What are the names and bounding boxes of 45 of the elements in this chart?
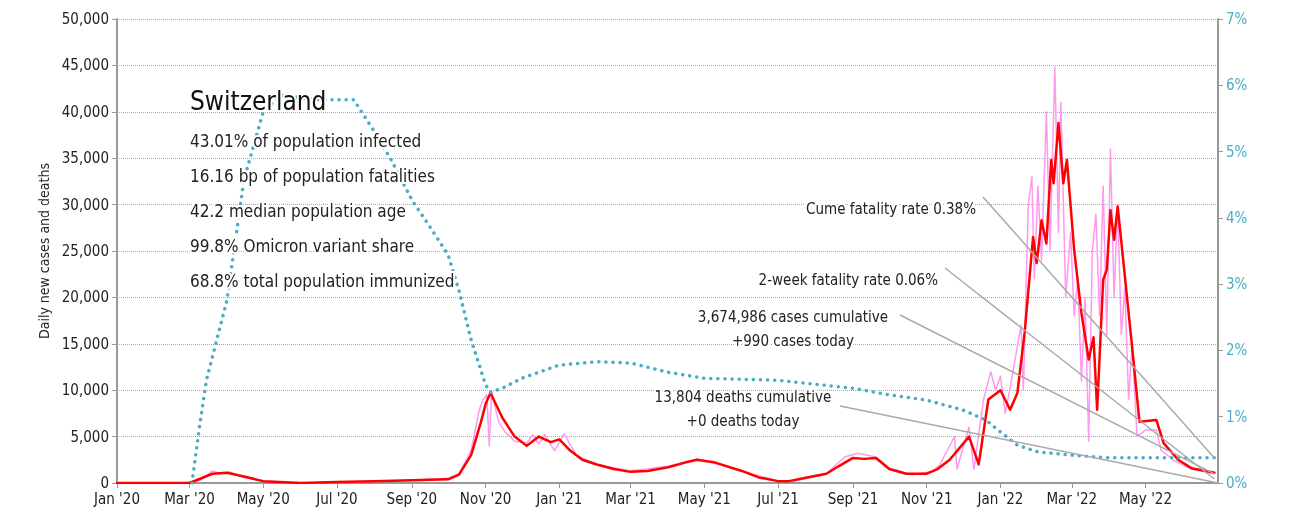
y-tick-label: 0 xyxy=(100,474,109,492)
annotation: 3,674,986 cases cumulative +990 cases today xyxy=(697,308,889,350)
annotation: 43.01% of population infected xyxy=(190,130,422,151)
y-tick-label: 35,000 xyxy=(61,149,109,168)
y2-tick-label: 1% xyxy=(1226,407,1248,426)
x-tick-label: Sep '20 xyxy=(386,489,438,508)
y2-tick-label: 5% xyxy=(1226,142,1248,161)
y-tick-label: 5,000 xyxy=(70,427,109,446)
x-tick-label: Jul '21 xyxy=(756,489,799,508)
text: Switzerland xyxy=(190,86,327,116)
annotation: 16.16 bp of population fatalities xyxy=(190,165,436,186)
x-tick-label: Jan '20 xyxy=(93,489,140,508)
x-tick-label: Jan '21 xyxy=(535,489,583,508)
annotation: 99.8% Omicron variant share xyxy=(190,235,415,256)
y2-tick-label: 4% xyxy=(1226,208,1248,227)
annotation: 2-week fatality rate 0.06% xyxy=(758,271,939,289)
x-tick-label: Sep '21 xyxy=(827,489,879,508)
y-tick-label: 10,000 xyxy=(61,381,109,400)
x-tick-label: Mar '20 xyxy=(164,489,215,508)
x-tick-label: Mar '21 xyxy=(605,489,656,508)
x-tick-label: Jan '22 xyxy=(976,489,1024,508)
annotation: 68.8% total population immunized xyxy=(190,270,455,291)
x-tick-label: May '21 xyxy=(677,489,731,508)
y2-tick-label: 3% xyxy=(1226,275,1248,294)
x-tick-label: May '22 xyxy=(1118,489,1173,508)
y2-tick-label: 6% xyxy=(1226,76,1248,95)
y-tick-label: 45,000 xyxy=(61,56,109,75)
y-tick-label: 25,000 xyxy=(61,242,109,260)
y2-tick-label: 7% xyxy=(1226,10,1248,28)
annotation: 42.2 median population age xyxy=(190,200,406,221)
y-tick-label: 20,000 xyxy=(61,288,109,307)
y2-tick-label: 2% xyxy=(1226,341,1248,360)
annotation: Cume fatality rate 0.38% xyxy=(806,200,977,218)
x-tick-label: Jul '20 xyxy=(315,489,358,508)
y-axis-title: Daily new cases and deaths xyxy=(35,162,52,340)
x-tick-label: Nov '20 xyxy=(459,489,512,508)
y-tick-label: 15,000 xyxy=(61,334,109,353)
y-tick-label: 50,000 xyxy=(61,10,109,28)
annotation: 13,804 deaths cumulative +0 deaths today xyxy=(654,388,832,430)
x-tick-label: Mar '22 xyxy=(1046,489,1098,508)
y2-tick-label: 0% xyxy=(1226,474,1248,492)
x-tick-label: May '20 xyxy=(236,489,290,508)
y-tick-label: 30,000 xyxy=(61,195,109,214)
y-tick-label: 40,000 xyxy=(61,102,109,121)
x-tick-label: Nov '21 xyxy=(900,489,953,508)
